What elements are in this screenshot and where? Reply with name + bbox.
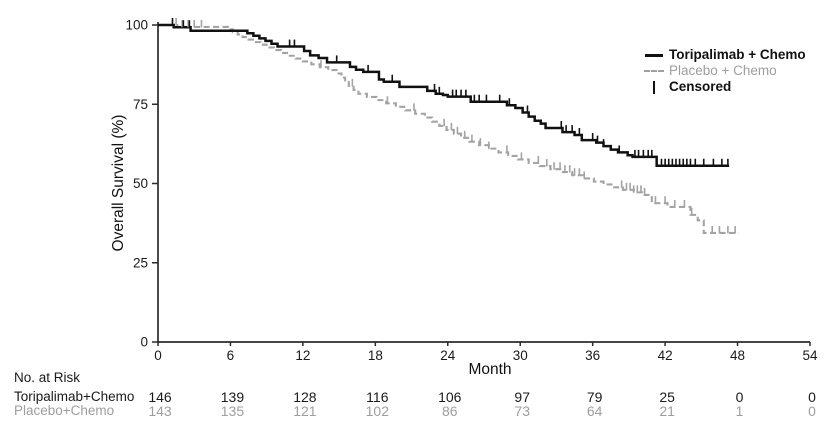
legend-label: Censored xyxy=(669,79,732,94)
risk-count: 21 xyxy=(659,403,675,419)
risk-count: 121 xyxy=(293,403,317,419)
risk-row-label-toripalimab: Toripalimab+Chemo xyxy=(14,389,135,404)
x-axis-title: Month xyxy=(468,361,512,378)
y-tick-label: 25 xyxy=(133,255,148,270)
risk-count: 0 xyxy=(736,389,744,405)
risk-count: 79 xyxy=(587,389,603,405)
risk-row-label-placebo: Placebo+Chemo xyxy=(14,403,115,418)
x-tick-label: 18 xyxy=(368,348,383,363)
risk-count: 64 xyxy=(587,403,603,419)
y-tick-label: 75 xyxy=(133,97,148,112)
x-tick-label: 42 xyxy=(658,348,673,363)
risk-count: 25 xyxy=(659,389,675,405)
risk-count: 0 xyxy=(808,403,816,419)
risk-count: 1 xyxy=(736,403,744,419)
x-tick-label: 6 xyxy=(227,348,235,363)
risk-count: 135 xyxy=(221,403,245,419)
risk-count: 143 xyxy=(148,403,172,419)
risk-count: 146 xyxy=(148,389,172,405)
legend: Toripalimab + Chemo Placebo + Chemo Cens… xyxy=(644,47,806,95)
legend-item-censored: Censored xyxy=(644,79,806,95)
x-tick-label: 24 xyxy=(440,348,456,363)
risk-count: 73 xyxy=(514,403,530,419)
legend-label: Toripalimab + Chemo xyxy=(669,47,806,62)
x-tick-label: 36 xyxy=(585,348,600,363)
x-tick-label: 48 xyxy=(730,348,745,363)
risk-count: 0 xyxy=(808,389,816,405)
legend-label: Placebo + Chemo xyxy=(669,63,777,78)
dashed-line-icon xyxy=(644,70,664,72)
risk-count: 102 xyxy=(366,403,390,419)
placebo-curve xyxy=(158,23,739,235)
x-tick-label: 54 xyxy=(802,348,818,363)
x-tick-label: 12 xyxy=(295,348,310,363)
legend-item-toripalimab: Toripalimab + Chemo xyxy=(644,47,806,63)
censor-tick-icon xyxy=(644,80,664,94)
x-tick-label: 0 xyxy=(154,348,162,363)
risk-count: 139 xyxy=(221,389,245,405)
risk-count: 97 xyxy=(514,389,530,405)
y-tick-label: 50 xyxy=(133,176,148,191)
risk-count: 116 xyxy=(366,389,389,405)
y-tick-label: 100 xyxy=(125,18,148,33)
solid-line-icon xyxy=(644,53,664,57)
risk-table-title: No. at Risk xyxy=(14,370,81,385)
x-tick-label: 30 xyxy=(513,348,528,363)
y-tick-label: 0 xyxy=(140,335,148,350)
legend-item-placebo: Placebo + Chemo xyxy=(644,63,806,79)
risk-count: 106 xyxy=(438,389,462,405)
risk-count: 128 xyxy=(293,389,317,405)
y-axis-title: Overall Survival (%) xyxy=(110,114,127,252)
risk-count: 86 xyxy=(442,403,458,419)
